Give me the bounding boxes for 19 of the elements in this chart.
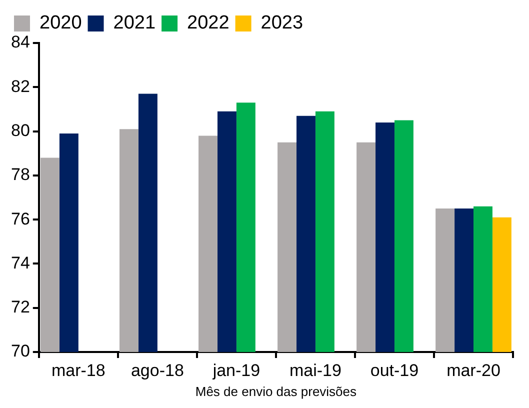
y-tick-label: 72 bbox=[10, 298, 30, 317]
legend-label: 2020 bbox=[40, 12, 82, 34]
y-tick-label: 84 bbox=[10, 32, 30, 52]
y-tick-label: 70 bbox=[10, 342, 30, 361]
x-tick-label: mai-19 bbox=[289, 360, 342, 380]
legend-label: 2021 bbox=[113, 12, 156, 34]
x-tick-label: out-19 bbox=[370, 360, 419, 380]
x-axis-title: Mês de envio das previsões bbox=[195, 384, 358, 399]
x-tick-label: mar-18 bbox=[51, 360, 106, 380]
y-tick-label: 76 bbox=[10, 209, 30, 228]
x-tick-label: jan-19 bbox=[212, 360, 260, 380]
x-tick-label: ago-18 bbox=[130, 360, 184, 380]
x-tick-label: mar-20 bbox=[446, 360, 500, 380]
legend-label: 2023 bbox=[260, 12, 304, 34]
y-tick-label: 78 bbox=[10, 165, 30, 184]
y-tick-label: 80 bbox=[10, 120, 30, 140]
y-tick-label: 74 bbox=[10, 253, 30, 272]
y-tick-label: 82 bbox=[10, 76, 30, 96]
legend-label: 2022 bbox=[187, 12, 230, 34]
